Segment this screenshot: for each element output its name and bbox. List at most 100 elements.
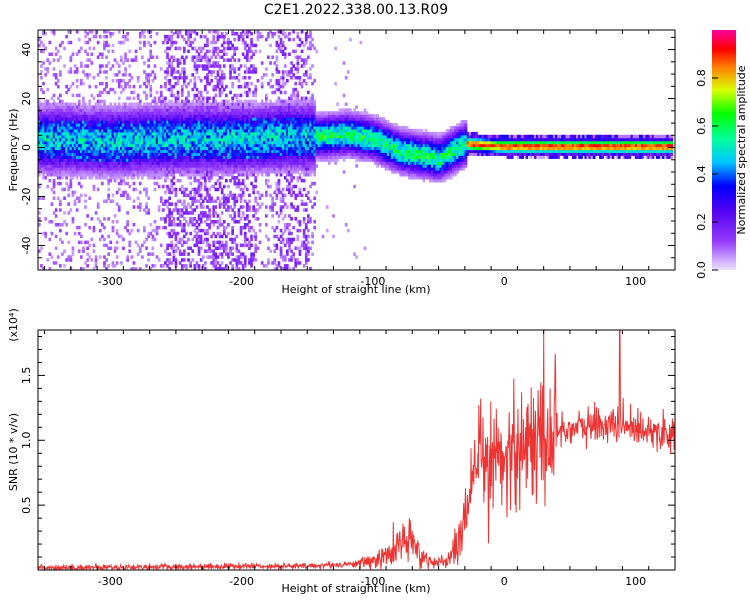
spectrogram-cell	[172, 231, 176, 236]
spectrogram-cell	[170, 70, 174, 74]
spectrogram-cell	[63, 143, 66, 148]
spectrogram-cell	[141, 164, 144, 168]
spectrogram-cell	[111, 164, 115, 168]
spectrogram-cell	[243, 167, 247, 171]
spectrogram-cell	[107, 181, 110, 186]
spectrogram-cell	[252, 108, 255, 112]
spectrogram-cell	[117, 40, 121, 45]
spectrogram-cell	[172, 208, 176, 212]
spectrogram-cell	[269, 205, 272, 209]
spectrogram-cell	[48, 158, 52, 162]
spectrogram-cell	[201, 173, 205, 177]
spectrogram-cell	[212, 152, 216, 156]
spectrogram-cell	[174, 111, 178, 115]
spectrogram-cell	[138, 126, 142, 130]
spectrogram-cell	[231, 140, 234, 145]
spectrogram-cell	[126, 126, 129, 130]
spectrogram-cell	[117, 176, 121, 180]
spectrogram-cell	[277, 140, 281, 145]
spectrogram-cell	[172, 84, 176, 89]
spectrogram-cell	[265, 126, 268, 130]
spectrogram-cell	[243, 131, 247, 136]
spectrogram-cell	[193, 79, 197, 83]
spectrogram-cell	[134, 108, 138, 112]
spectrogram-cell	[138, 246, 142, 250]
spectrogram-cell	[143, 81, 146, 86]
spectrogram-cell	[222, 111, 226, 115]
spectrogram-cell	[65, 161, 68, 165]
spectrogram-cell	[231, 137, 234, 142]
spectrogram-cell	[128, 146, 132, 151]
spectrogram-cell	[155, 137, 159, 142]
spectrogram-cell	[42, 161, 45, 165]
spectrogram-cell	[54, 140, 58, 145]
spectrogram-cell	[220, 196, 224, 200]
spectrogram-cell	[277, 46, 281, 51]
spectrogram-cell	[206, 158, 209, 162]
spectrogram-cell	[225, 167, 228, 171]
spectrogram-cell	[90, 114, 94, 118]
spectrogram-cell	[94, 176, 98, 180]
spectrogram-cell	[124, 37, 127, 42]
spectrogram-cell	[237, 140, 241, 145]
spectrogram-cell	[286, 264, 289, 268]
spectrogram-cell	[286, 131, 289, 136]
spectrogram-cell	[254, 155, 258, 159]
spectrogram-cell	[153, 128, 157, 133]
spectrogram-cell	[267, 114, 270, 118]
spectrogram-cell	[243, 170, 247, 174]
spectrogram-cell	[111, 170, 115, 174]
spectrogram-cell	[162, 120, 165, 124]
spectrogram-cell	[77, 111, 81, 115]
spectrogram-cell	[82, 123, 85, 127]
spectrogram-cell	[193, 243, 197, 248]
spectrogram-cell	[201, 67, 205, 71]
spectrogram-cell	[84, 155, 87, 159]
spectrogram-cell	[48, 134, 52, 139]
spectrogram-cell	[75, 155, 79, 159]
spectrogram-cell	[227, 111, 230, 115]
spectrogram-cell	[281, 258, 285, 262]
spectrogram-cell	[40, 149, 43, 153]
spectrogram-cell	[109, 105, 113, 109]
spectrogram-cell	[254, 258, 258, 262]
spectrogram-cell	[138, 46, 142, 51]
spectrogram-cell	[193, 149, 197, 153]
spectrogram-cell	[56, 84, 60, 89]
spectrogram-cell	[262, 140, 266, 145]
spectrogram-cell	[212, 87, 216, 92]
spectrogram-cell	[269, 149, 272, 153]
spectrogram-cell	[212, 61, 216, 65]
spectrogram-cell	[120, 155, 123, 159]
spectrogram-cell	[138, 32, 142, 36]
spectrogram-cell	[273, 102, 277, 106]
spectrogram-cell	[212, 140, 216, 145]
spectrogram-cell	[187, 134, 190, 139]
spectrogram-cell	[141, 255, 144, 259]
spectrogram-cell	[178, 164, 182, 168]
spectrogram-cell	[210, 143, 213, 148]
spectrogram-cell	[277, 120, 281, 124]
spectrogram-cell	[256, 37, 260, 42]
spectrogram-cell	[252, 134, 255, 139]
spectrogram-cell	[193, 161, 197, 165]
spectrogram-cell	[126, 117, 129, 121]
spectrogram-cell	[183, 264, 186, 268]
spectrogram-cell	[42, 90, 45, 95]
spectrogram-cell	[243, 140, 247, 145]
spectrogram-cell	[290, 105, 293, 109]
spectrogram-cell	[143, 164, 146, 168]
spectrogram-cell	[56, 131, 60, 136]
spectrogram-cell	[216, 246, 220, 250]
spectrogram-cell	[279, 128, 283, 133]
spectrogram-cell	[239, 108, 243, 112]
spectrogram-cell	[164, 167, 167, 171]
spectrogram-cell	[233, 117, 237, 121]
spectrogram-cell	[69, 146, 73, 151]
spectrogram-cell	[147, 196, 150, 200]
spectrogram-cell	[208, 208, 211, 212]
spectrogram-cell	[65, 231, 68, 236]
spectrogram-cell	[235, 105, 239, 109]
spectrogram-cell	[208, 70, 211, 74]
spectrogram-cell	[260, 123, 264, 127]
